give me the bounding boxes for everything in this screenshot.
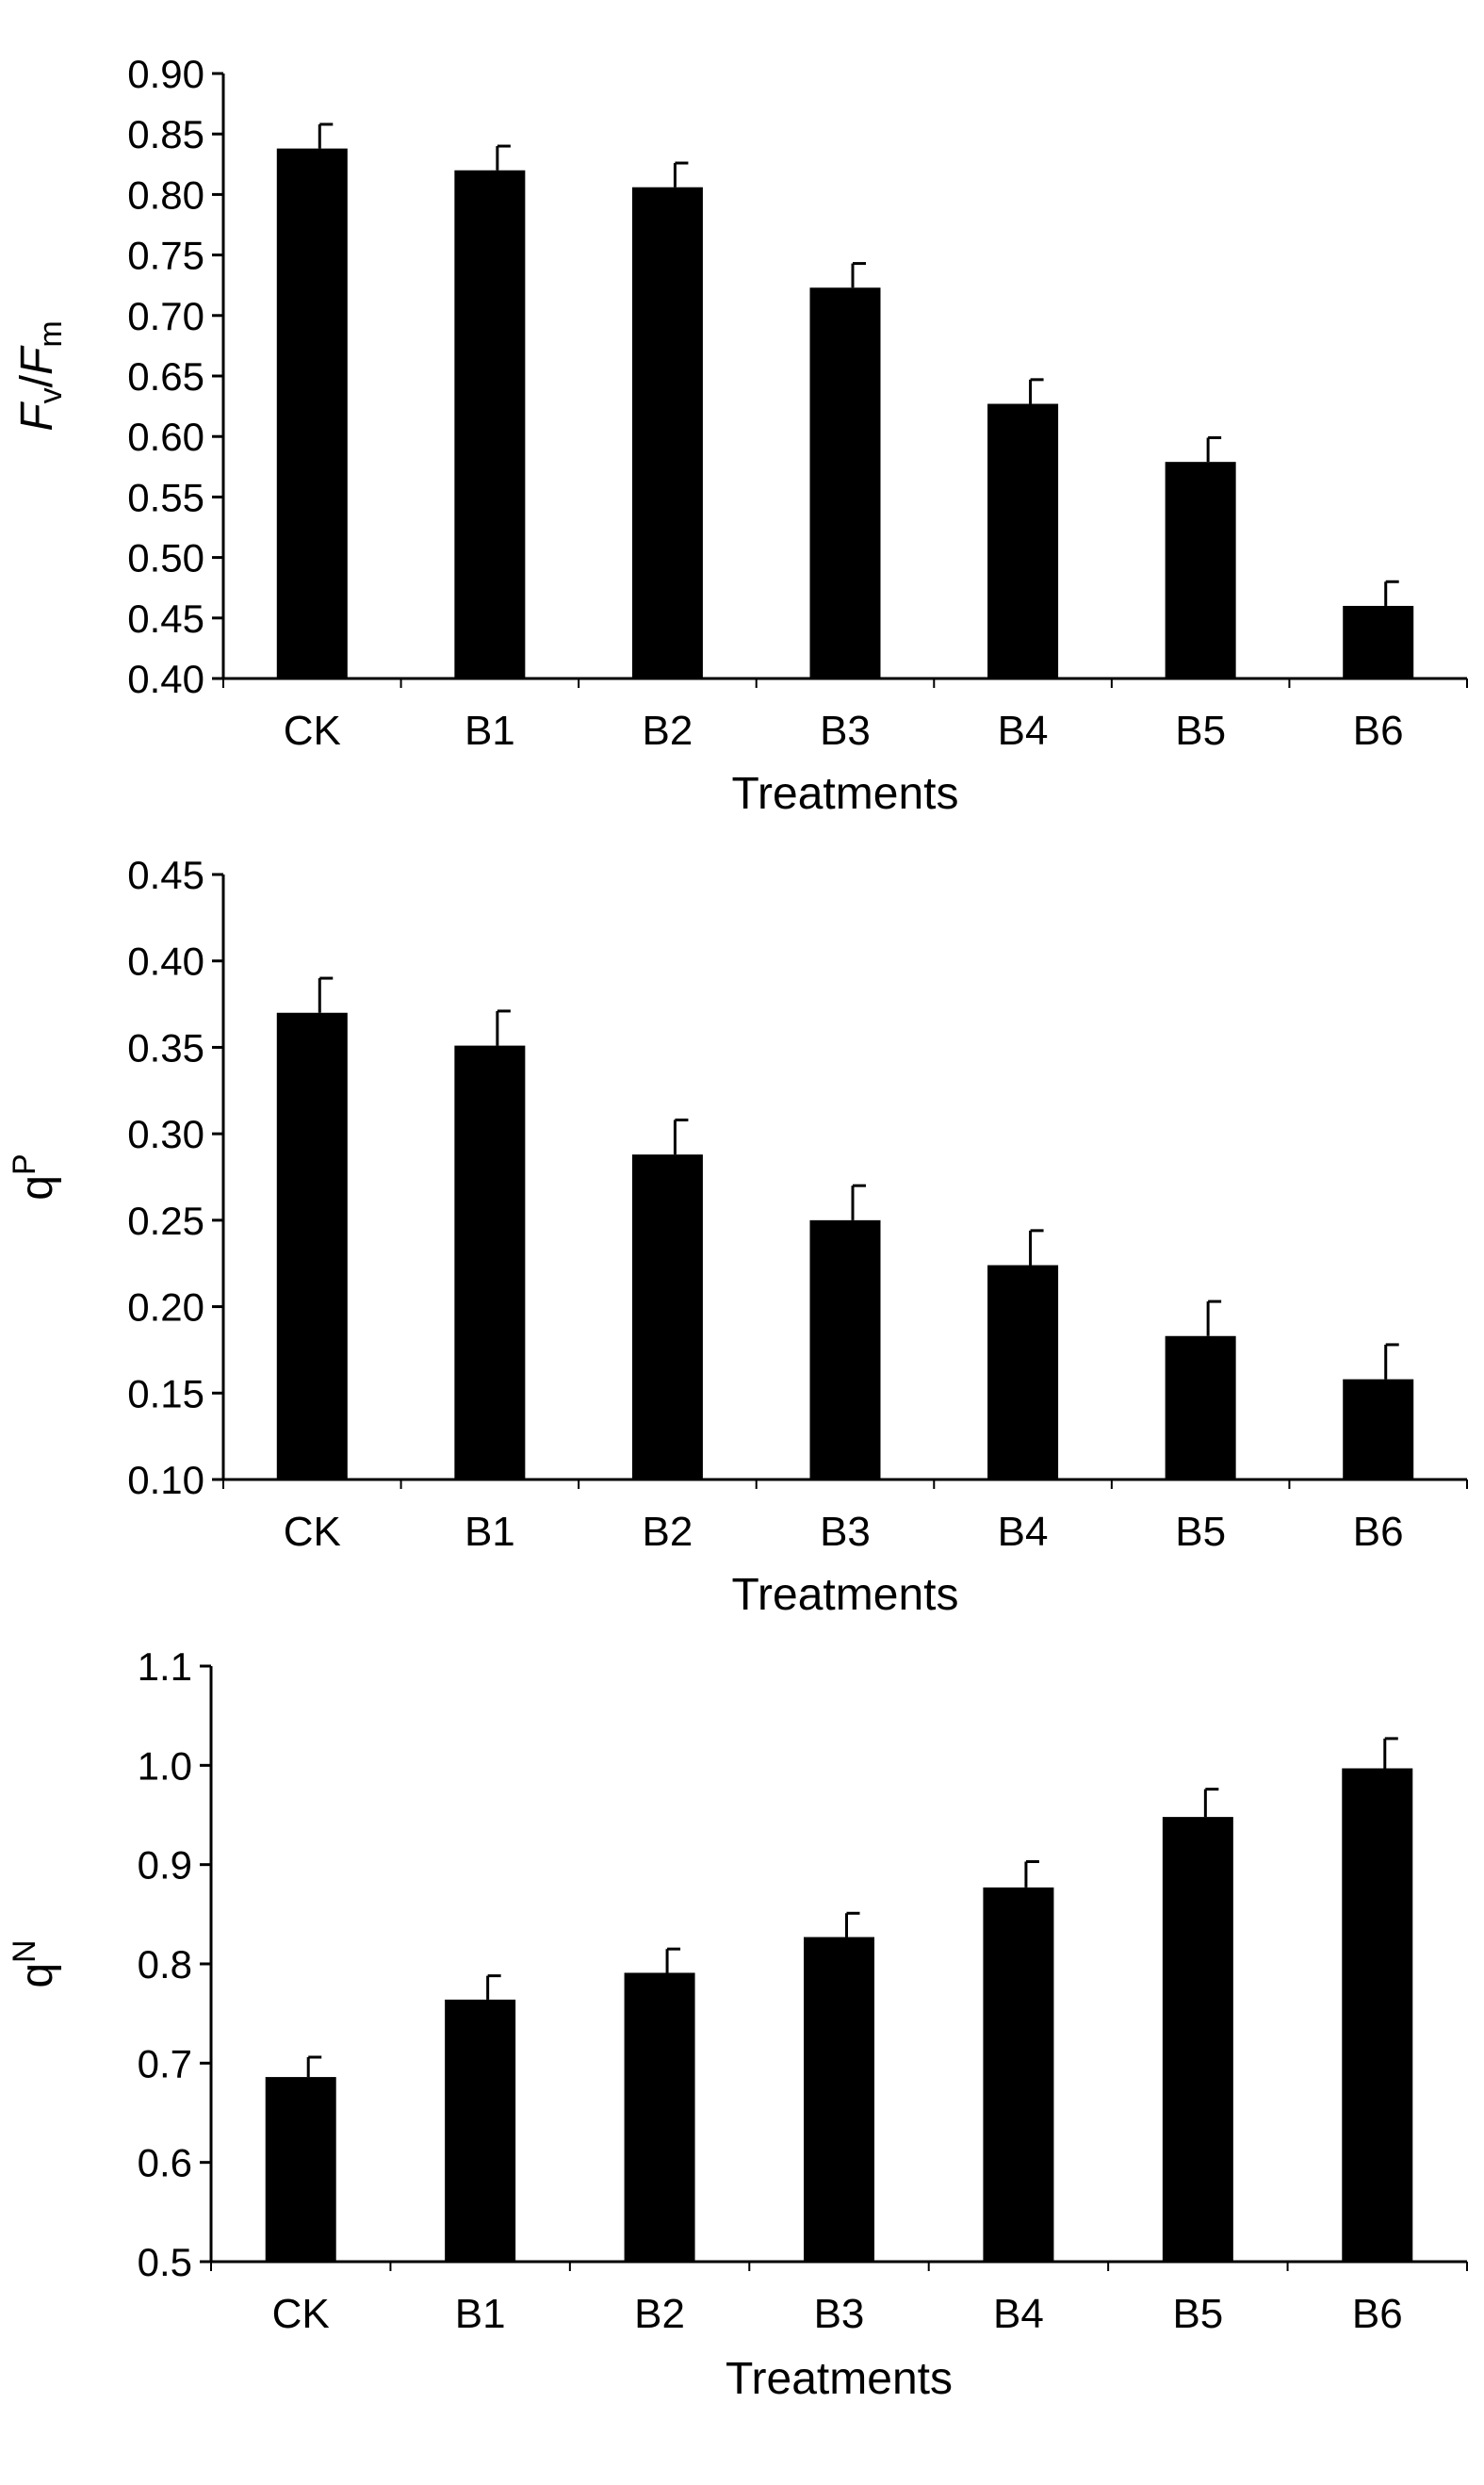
qn-chart: 0.5 0.6 0.7 0.8 0.9 1.0 1.1 CK B1 B2 B3 B4 B5 B6 Treat… — [7, 1644, 1468, 2404]
y-tick-label: 0.35 — [127, 1025, 204, 1070]
y-tick-label: 0.6 — [138, 2141, 192, 2185]
bar-b3 — [809, 1219, 881, 1480]
y-tick-label: 1.0 — [138, 1743, 192, 1788]
bar-b1 — [454, 170, 526, 679]
y-tick-label: 0.85 — [127, 112, 204, 156]
category-label: B5 — [1172, 2291, 1223, 2337]
category-label: B2 — [634, 2291, 685, 2337]
bar-b2 — [624, 1972, 695, 2262]
bar-b2 — [631, 187, 703, 679]
category-label: B4 — [998, 708, 1049, 754]
category-label: B4 — [998, 1509, 1049, 1555]
bar-b3 — [804, 1937, 874, 2262]
y-tick-label: 0.20 — [127, 1285, 204, 1330]
y-tick-label: 0.5 — [138, 2240, 192, 2284]
bar-b1 — [445, 1999, 516, 2262]
y-axis-label: Fv/Fm — [12, 320, 69, 431]
category-label: B5 — [1175, 708, 1226, 754]
bar-b6 — [1343, 605, 1414, 678]
category-label: B1 — [465, 1509, 515, 1555]
y-tick-label: 0.15 — [127, 1371, 204, 1415]
y-tick-label: 0.25 — [127, 1199, 204, 1243]
bar-b6 — [1343, 1379, 1414, 1480]
qp-chart: 0.10 0.15 0.20 0.25 0.30 0.35 0.40 0.45 CK B1 B2 B3… — [7, 853, 1468, 1620]
category-label: B6 — [1353, 708, 1404, 754]
category-label: B2 — [643, 708, 693, 754]
y-tick-label: 0.75 — [127, 234, 204, 278]
fv-fm-chart: 0.40 0.45 0.50 0.55 0.60 0.65 0.70 0.75 0.80 0.85… — [12, 52, 1468, 819]
y-tick-label: 0.45 — [127, 597, 204, 641]
bar-b1 — [454, 1045, 526, 1480]
y-tick-label: 1.1 — [138, 1644, 192, 1689]
category-label: B5 — [1175, 1509, 1226, 1555]
y-tick-label: 0.50 — [127, 536, 204, 580]
category-label: B3 — [814, 2291, 865, 2337]
y-tick-label: 0.70 — [127, 294, 204, 338]
bar-b4 — [983, 1887, 1054, 2262]
category-label: B2 — [643, 1509, 693, 1555]
y-tick-label: 0.7 — [138, 2041, 192, 2085]
category-label: CK — [284, 708, 341, 754]
y-tick-label: 0.9 — [138, 1843, 192, 1888]
y-tick-label: 0.30 — [127, 1112, 204, 1156]
category-label: B3 — [820, 1509, 871, 1555]
y-tick-label: 0.45 — [127, 853, 204, 897]
y-axis-label: qP — [7, 1153, 62, 1200]
y-tick-label: 0.40 — [127, 940, 204, 984]
y-tick-label: 0.60 — [127, 415, 204, 459]
y-tick-label: 0.90 — [127, 52, 204, 96]
bar-b4 — [987, 403, 1059, 678]
x-axis-label: Treatments — [732, 1570, 959, 1620]
x-axis-label: Treatments — [726, 2354, 953, 2404]
category-label: B6 — [1353, 1509, 1404, 1555]
category-label: CK — [272, 2291, 330, 2337]
bar-ck — [265, 2077, 336, 2262]
category-label: B1 — [455, 2291, 506, 2337]
y-axis-label: qN — [7, 1939, 62, 1987]
bar-b5 — [1165, 1335, 1236, 1480]
bar-b4 — [987, 1265, 1059, 1480]
y-tick-label: 0.80 — [127, 172, 204, 217]
category-label: B6 — [1352, 2291, 1403, 2337]
bar-b5 — [1162, 1817, 1233, 2262]
y-tick-label: 0.40 — [127, 657, 204, 701]
y-tick-label: 0.65 — [127, 354, 204, 399]
bar-ck — [276, 1012, 348, 1480]
bar-b2 — [631, 1154, 703, 1480]
category-label: CK — [284, 1509, 341, 1555]
y-tick-label: 0.8 — [138, 1942, 192, 1986]
bar-ck — [276, 148, 348, 678]
bar-b3 — [809, 287, 881, 678]
y-tick-label: 0.10 — [127, 1458, 204, 1502]
category-label: B4 — [993, 2291, 1044, 2337]
bar-b5 — [1165, 462, 1236, 678]
category-label: B1 — [465, 708, 515, 754]
bar-b6 — [1342, 1768, 1413, 2262]
x-axis-label: Treatments — [732, 769, 959, 819]
y-tick-label: 0.55 — [127, 475, 204, 519]
category-label: B3 — [820, 708, 871, 754]
